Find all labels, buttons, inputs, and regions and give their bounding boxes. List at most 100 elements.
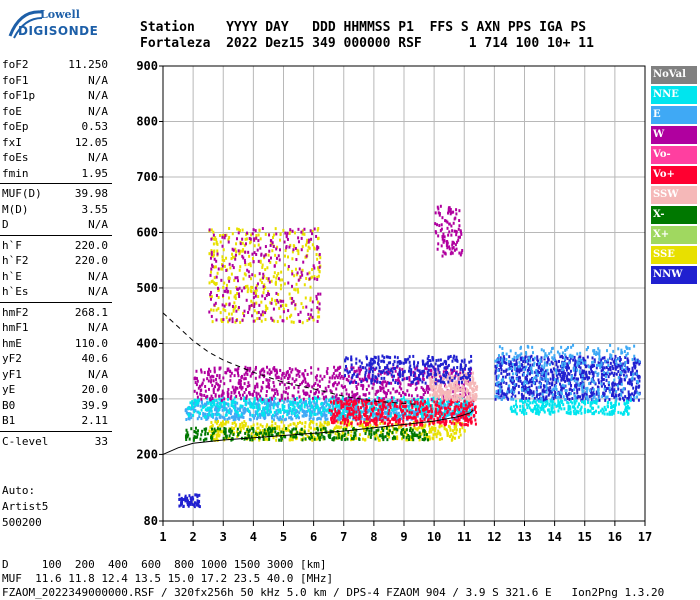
echo-point-w <box>254 376 257 380</box>
echo-point-sse <box>313 275 316 279</box>
echo-point-w <box>286 370 289 374</box>
x-tick-label: 6 <box>310 530 317 544</box>
echo-point-nne <box>282 414 285 418</box>
echo-point-e <box>301 409 304 413</box>
echo-point-w <box>285 245 288 249</box>
echo-point-w <box>313 266 316 270</box>
echo-point-vo+ <box>341 418 344 422</box>
echo-point-x- <box>201 429 204 433</box>
echo-point-e <box>237 417 240 421</box>
echo-point-ssw <box>438 387 441 391</box>
echo-point-x- <box>375 430 378 434</box>
echo-point-nnw <box>380 370 383 374</box>
echo-point-sse <box>292 422 295 426</box>
echo-point-x- <box>185 438 188 442</box>
echo-point-ssw <box>431 393 434 397</box>
echo-point-w <box>239 242 242 246</box>
echo-point-nnw <box>437 364 440 368</box>
echo-point-vo+ <box>433 400 436 404</box>
echo-point-nnw <box>431 356 434 360</box>
echo-point-w <box>240 385 243 389</box>
echo-point-w <box>361 387 364 391</box>
echo-point-vo+ <box>346 406 349 410</box>
echo-point-e <box>318 416 321 420</box>
echo-point-nne <box>333 396 336 400</box>
echo-point-x- <box>418 431 421 435</box>
echo-point-sse <box>220 421 223 425</box>
echo-point-nnw <box>531 376 534 380</box>
echo-point-sse <box>432 433 435 437</box>
echo-point-vo+ <box>437 411 440 415</box>
echo-point-nne <box>240 404 243 408</box>
echo-point-e <box>397 411 400 415</box>
echo-point-sse <box>395 430 398 434</box>
echo-point-ssw <box>434 394 437 398</box>
echo-point-x- <box>322 435 325 439</box>
echo-point-w <box>290 382 293 386</box>
echo-point-sse <box>278 306 281 310</box>
echo-point-w <box>355 387 358 391</box>
echo-point-w <box>353 370 356 374</box>
echo-point-nnw <box>511 365 514 369</box>
echo-point-sse <box>236 227 239 231</box>
echo-point-w <box>400 394 403 398</box>
echo-point-nnw <box>372 366 375 370</box>
echo-point-x- <box>386 438 389 442</box>
echo-point-x- <box>275 432 278 436</box>
echo-point-sse <box>261 428 264 432</box>
echo-point-x- <box>268 437 271 441</box>
echo-point-w <box>248 307 251 311</box>
echo-point-nnw <box>350 358 353 362</box>
echo-point-w <box>262 285 265 289</box>
echo-point-vo+ <box>450 399 453 403</box>
echo-point-x- <box>248 428 251 432</box>
echo-point-w <box>238 295 241 299</box>
echo-point-sse <box>334 426 337 430</box>
echo-point-x- <box>391 431 394 435</box>
echo-point-sse <box>243 420 246 424</box>
echo-point-w <box>265 378 268 382</box>
echo-point-nne <box>296 403 299 407</box>
echo-point-ssw <box>468 396 471 400</box>
echo-point-sse <box>223 281 226 285</box>
echo-point-ssw <box>461 391 464 395</box>
echo-point-sse <box>267 253 270 257</box>
echo-point-sse <box>250 233 253 237</box>
echo-point-nne <box>245 403 248 407</box>
echo-point-e <box>196 417 199 421</box>
echo-point-sse <box>257 243 260 247</box>
echo-point-w <box>317 383 320 387</box>
echo-point-w <box>199 385 202 389</box>
echo-point-w <box>210 237 213 241</box>
echo-point-w <box>244 242 247 246</box>
echo-point-sse <box>210 270 213 274</box>
echo-point-sse <box>308 246 311 250</box>
echo-point-w <box>291 272 294 276</box>
echo-point-vo+ <box>377 412 380 416</box>
echo-point-sse <box>315 253 318 257</box>
echo-point-nne <box>310 413 313 417</box>
echo-point-sse <box>413 426 416 430</box>
echo-point-e <box>409 403 412 407</box>
echo-point-ssw <box>463 393 466 397</box>
echo-point-w <box>221 235 224 239</box>
echo-point-nnw <box>627 359 630 363</box>
echo-point-sse <box>210 228 213 232</box>
echo-point-vo+ <box>465 417 468 421</box>
echo-point-nnw <box>548 381 551 385</box>
echo-point-sse <box>313 427 316 431</box>
echo-point-w <box>415 386 418 390</box>
echo-point-nnw <box>631 366 634 370</box>
echo-point-w <box>347 379 350 383</box>
echo-point-nne <box>320 411 323 415</box>
echo-point-sse <box>441 437 444 441</box>
echo-point-w <box>248 369 251 373</box>
echo-point-nnw <box>448 376 451 380</box>
echo-point-vo+ <box>467 420 470 424</box>
echo-point-w <box>277 300 280 304</box>
echo-point-sse <box>270 279 273 283</box>
echo-point-e <box>356 408 359 412</box>
echo-point-w <box>277 254 280 258</box>
echo-point-ssw <box>455 398 458 402</box>
echo-point-e <box>227 416 230 420</box>
